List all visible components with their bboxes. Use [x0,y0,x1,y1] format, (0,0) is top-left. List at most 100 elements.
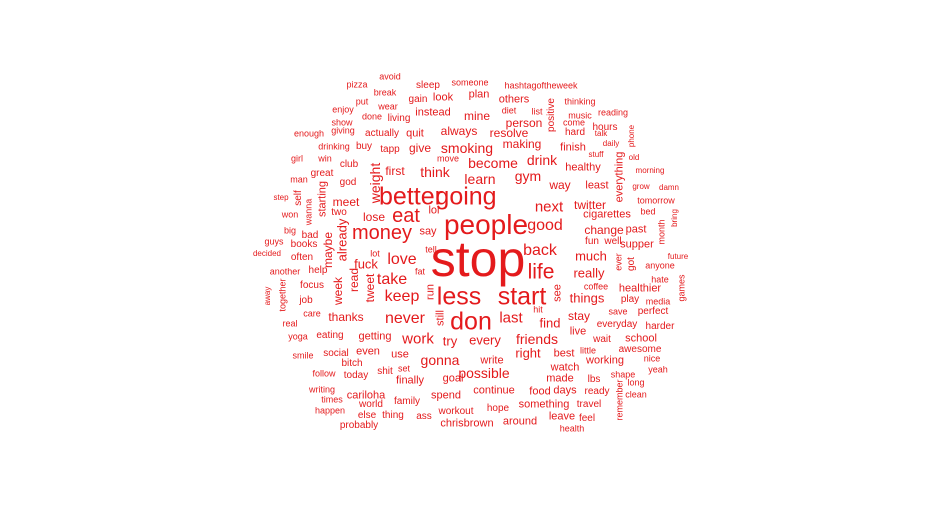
word-cloud-word: lose [362,210,386,224]
word-cloud-word: ready [584,386,610,397]
word-cloud-word: bring [670,209,679,227]
word-cloud-word: thanks [328,310,364,324]
word-cloud-word: show [331,117,353,128]
word-cloud-word: healthy [565,161,601,174]
word-cloud-word: enough [293,128,325,139]
word-cloud-word: month [656,219,667,245]
word-cloud-word: avoid [379,71,401,82]
word-cloud-word: yoga [288,331,308,342]
word-cloud-word: awesome [618,344,662,355]
word-cloud-word: give [408,141,432,155]
word-cloud-word: still [434,310,447,326]
word-cloud-word: become [468,155,518,171]
word-cloud-word: money [351,222,413,244]
word-cloud-word: focus [300,280,324,291]
word-cloud-word: everything [613,151,626,203]
word-cloud-word: old [628,153,640,162]
word-cloud-word: bitch [341,358,363,369]
word-cloud-word: god [339,177,357,188]
word-cloud-word: never [384,310,426,327]
word-cloud-word: really [573,265,605,281]
word-cloud-word: books [290,239,318,250]
word-cloud-word: perfect [637,306,669,317]
word-cloud-word: wait [593,334,611,345]
word-cloud-word: going [435,182,497,211]
word-cloud-word: else [357,410,377,421]
word-cloud-word: drinking [318,141,350,152]
word-cloud-word: diet [501,105,517,116]
word-cloud-word: best [553,347,575,360]
word-cloud-word: fun [585,236,599,247]
word-cloud-word: everyday [596,319,638,330]
word-cloud-word: life [527,260,555,284]
word-cloud-word: today [343,370,369,381]
word-cloud-word: live [569,325,587,338]
word-cloud-word: care [303,308,321,319]
word-cloud-word: fat [414,266,426,277]
word-cloud-word: person [505,116,543,130]
word-cloud-word: happen [314,405,346,416]
word-cloud-word: meet [332,195,360,209]
word-cloud-word: love [387,251,417,268]
word-cloud-word: games [676,274,687,302]
word-cloud-word: less [436,282,482,311]
word-cloud-word: plan [468,88,490,101]
word-cloud-word: days [553,384,577,397]
word-cloud-word: goal [442,372,464,385]
word-cloud-word: well [604,236,622,247]
word-cloud-word: wear [378,101,398,112]
word-cloud-word: writing [308,384,336,395]
word-cloud-word: girl [290,153,304,164]
word-cloud-word: say [419,225,437,238]
word-cloud-word: enjoy [332,104,354,115]
word-cloud-word: look [432,91,454,104]
word-cloud-word: see [551,284,564,302]
word-cloud-word: often [290,252,314,263]
word-cloud-word: positive [546,98,557,132]
word-cloud-word: follow [312,368,336,379]
word-cloud-word: around [502,415,538,428]
word-cloud-word: don [450,307,492,336]
word-cloud-word: run [424,284,437,300]
word-cloud-word: resolve [489,126,529,140]
word-cloud-word: set [397,363,411,374]
word-cloud-word: working [586,354,624,367]
word-cloud-word: phone [627,124,636,148]
word-cloud-word: read [347,267,361,293]
word-cloud-word: move [436,153,460,164]
word-cloud-word: last [499,309,523,327]
word-cloud-word: giving [331,125,355,136]
word-cloud-word: self [293,190,304,206]
word-cloud-word: another [269,266,301,277]
word-cloud-word: use [391,348,409,361]
word-cloud-word: damn [658,183,680,192]
word-cloud-word: sleep [416,80,440,91]
word-cloud-word: club [339,159,359,170]
word-cloud-word: big [283,225,297,236]
word-cloud-word: nice [643,353,661,364]
word-cloud-word: hard [564,127,586,138]
word-cloud-word: people [443,209,529,240]
word-cloud-word: thing [382,410,404,421]
word-cloud-word: try [442,333,458,349]
word-cloud-word: lbs [587,374,601,385]
word-cloud-word: finish [560,141,586,154]
word-cloud-word: won [281,209,299,220]
word-cloud-word: decided [252,249,282,258]
word-cloud-word: family [393,396,421,407]
word-cloud-word: chrisbrown [440,417,494,430]
word-cloud-word: watch [550,361,580,374]
word-cloud-word: tapp [380,144,400,155]
word-cloud-word: work [402,330,434,348]
word-cloud-word: music [568,110,592,121]
word-cloud-word: ass [416,411,432,422]
word-cloud-word: hours [592,122,618,133]
word-cloud-word: continue [473,384,515,397]
word-cloud-word: wanna [303,198,314,226]
word-cloud-word: little [579,345,597,356]
word-cloud-word: finally [395,374,425,387]
word-cloud-word: tell [425,244,437,255]
word-cloud-word: every [469,332,501,348]
word-cloud-word: thinking [564,96,596,107]
